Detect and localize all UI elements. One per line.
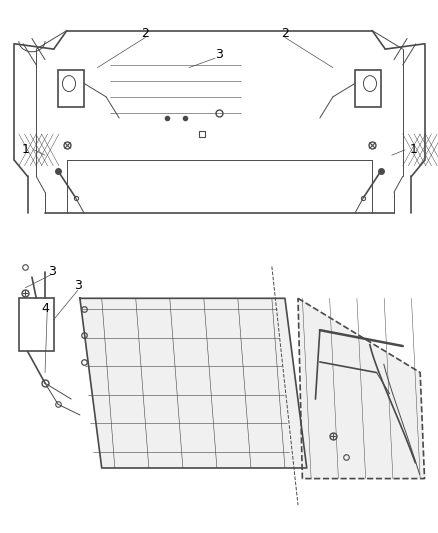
Text: 2: 2 [280,27,288,39]
Bar [354,70,380,108]
Bar [58,70,84,108]
Bar [19,298,53,351]
Polygon shape [297,298,424,479]
Text: 1: 1 [409,143,417,156]
Text: 3: 3 [74,279,81,292]
Text: 4: 4 [41,302,49,316]
Polygon shape [80,298,306,468]
Text: 3: 3 [215,48,223,61]
Text: 2: 2 [141,27,149,39]
Text: 1: 1 [21,143,29,156]
Text: 3: 3 [47,265,55,278]
